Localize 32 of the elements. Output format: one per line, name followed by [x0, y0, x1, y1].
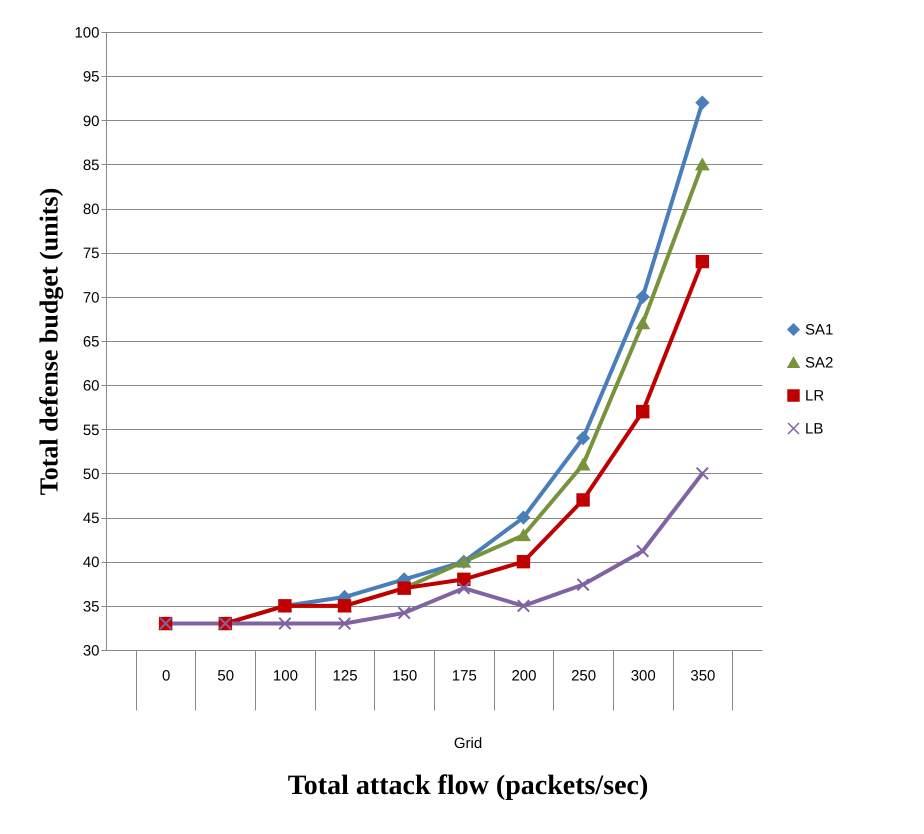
x-tick-label: 125	[332, 668, 358, 684]
x-axis-title: Total attack flow (packets/sec)	[286, 770, 650, 802]
y-tick-label: 75	[82, 245, 100, 262]
y-tick-label: 85	[82, 156, 100, 174]
y-axis-title: Total defense budget (units)	[34, 188, 64, 496]
y-tick-label: 30	[82, 642, 100, 660]
y-tick-label: 65	[82, 334, 100, 350]
legend-label: SA1	[805, 322, 834, 338]
y-tick-label: 50	[82, 466, 100, 483]
x-tick-label: 50	[217, 668, 234, 684]
y-tick-label: 100	[74, 24, 100, 42]
legend-label: LR	[805, 388, 824, 404]
text: Grid	[452, 735, 484, 752]
y-tick-label: 45	[82, 510, 100, 528]
y-tick-label: 80	[82, 201, 100, 218]
x-tick-label: 250	[571, 668, 596, 684]
y-tick-label: 95	[82, 68, 100, 86]
x-tick-label: 300	[630, 668, 656, 684]
y-tick-label: 55	[82, 422, 100, 439]
x-tick-label: 200	[511, 668, 536, 684]
x-tick-label: 350	[690, 668, 716, 684]
y-tick-label: 70	[82, 289, 100, 306]
x-tick-label: 150	[392, 668, 418, 684]
legend-label: SA2	[805, 354, 834, 372]
y-tick-label: 40	[82, 554, 100, 572]
x-tick-label: 100	[272, 668, 298, 684]
x-tick-label: 175	[452, 668, 477, 684]
y-tick-label: 90	[82, 112, 100, 130]
y-tick-label: 35	[82, 598, 100, 616]
y-tick-label: 60	[82, 378, 100, 395]
legend-label: LB	[805, 420, 824, 438]
x-tick-label: 0	[162, 668, 170, 684]
